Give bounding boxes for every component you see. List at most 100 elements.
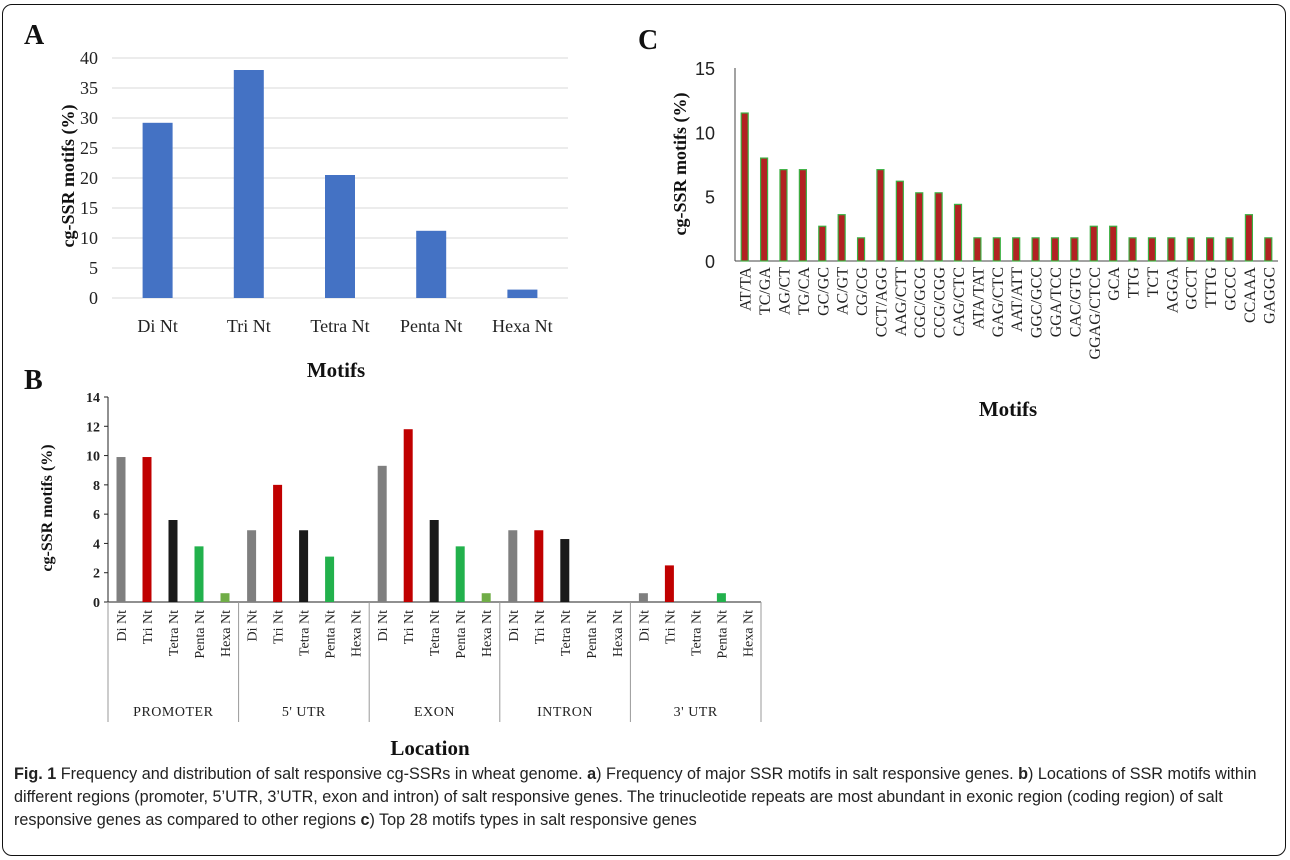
panel-b-bar <box>116 457 126 602</box>
panel-b-bar <box>168 520 178 602</box>
panel-c-bar <box>876 169 885 262</box>
panel-b-ytick: 0 <box>93 596 100 611</box>
panel-c-bar <box>1128 237 1137 262</box>
panel-c-bar <box>1089 225 1098 262</box>
panel-c-bar <box>740 112 749 262</box>
panel-c-xtick: TC/GA <box>757 267 774 315</box>
caption-a-text: ) Frequency of major SSR motifs in salt … <box>596 765 1019 783</box>
panel-a-xtick: Tetra Nt <box>310 316 369 336</box>
panel-b-xtick: Tri Nt <box>663 610 678 644</box>
panel-b-xtick: Tetra Nt <box>298 610 313 656</box>
panel-c-ytick: 5 <box>705 188 715 208</box>
panel-a-ytick: 20 <box>80 168 98 188</box>
panel-b-bar <box>560 539 570 602</box>
panel-c-xtick: GCA <box>1106 267 1123 301</box>
panel-a-label: A <box>24 20 45 51</box>
panel-c-bar <box>1147 237 1157 262</box>
caption-c-text: ) Top 28 motifs types in salt responsive… <box>369 811 697 829</box>
panel-b-ytick: 8 <box>93 479 100 494</box>
panel-c-bar <box>779 169 788 262</box>
panel-c-bar <box>953 203 963 262</box>
panel-a-xtick: Penta Nt <box>400 316 463 336</box>
panel-c-bar <box>1109 225 1118 262</box>
panel-a-ytick: 5 <box>89 258 98 278</box>
panel-a-xtick: Hexa Nt <box>492 316 552 336</box>
panel-a-xtick: Di Nt <box>137 316 178 336</box>
panel-b-group-label: EXON <box>414 705 455 720</box>
figure-frame <box>2 4 1286 856</box>
panel-c-xtick: CCG/CGG <box>932 267 949 339</box>
panel-a-xlabel: Motifs <box>307 358 365 382</box>
panel-b-xtick: Hexa Nt <box>741 610 756 657</box>
panel-b-xtick: Hexa Nt <box>611 610 626 657</box>
panel-c-xtick: CG/CG <box>854 267 871 316</box>
panel-c-xlabel: Motifs <box>979 397 1037 421</box>
panel-c-ytick: 10 <box>695 123 715 143</box>
panel-b-xtick: Penta Nt <box>585 610 600 659</box>
panel-b-xtick: Hexa Nt <box>219 610 234 657</box>
panel-c-bar <box>1244 214 1254 262</box>
panel-b-xtick: Tri Nt <box>533 610 548 644</box>
panel-b-ytick: 6 <box>93 508 100 523</box>
panel-c-bar <box>895 180 904 262</box>
panel-b-group-label: 5' UTR <box>282 705 326 720</box>
panel-b-xtick: Tri Nt <box>141 610 156 644</box>
panel-c-bar <box>1264 237 1273 262</box>
panel-a-ytick: 15 <box>80 198 98 218</box>
panel-b-bar <box>481 593 491 602</box>
panel-b-xtick: Tetra Nt <box>167 610 182 656</box>
panel-c-xtick: AAG/CTT <box>893 267 910 337</box>
panel-c-xtick: AT/TA <box>738 267 755 311</box>
panel-c-xtick: CCT/AGG <box>873 267 890 338</box>
panel-b-bar <box>325 556 335 602</box>
panel-b-xtick: Di Nt <box>637 610 652 642</box>
panel-c-xtick: TCT <box>1145 267 1162 297</box>
panel-c-xtick: AC/GT <box>835 267 852 315</box>
caption-c-label: c <box>360 811 370 829</box>
panel-c-xtick: GCCT <box>1184 267 1201 310</box>
panel-b-xtick: Tetra Nt <box>559 610 574 656</box>
panel-b-xtick: Penta Nt <box>193 610 208 659</box>
panel-b-bar <box>142 457 152 602</box>
panel-b-xtick: Hexa Nt <box>480 610 495 657</box>
panel-c-xtick: AG/CT <box>776 267 793 315</box>
panel-a-ytick: 35 <box>80 78 98 98</box>
panel-b-xlabel: Location <box>390 736 470 760</box>
panel-b-ytick: 14 <box>86 391 100 406</box>
panel-c-bar <box>973 237 982 262</box>
panel-a-bar <box>507 289 538 298</box>
panel-b-xtick: Hexa Nt <box>350 610 365 657</box>
panel-c-bar <box>1070 237 1079 262</box>
panel-b-xtick: Penta Nt <box>715 610 730 659</box>
panel-b-bar <box>299 530 309 602</box>
panel-c-bar <box>1031 237 1040 262</box>
panel-a-ytick: 30 <box>80 108 98 128</box>
panel-a-bar <box>416 230 447 298</box>
panel-c-label: C <box>638 25 658 56</box>
panel-c-xtick: GAG/CTC <box>990 267 1007 337</box>
panel-b-xtick: Di Nt <box>115 610 130 642</box>
panel-b-group-label: PROMOTER <box>133 705 213 720</box>
panel-b-bar <box>377 465 387 602</box>
panel-c-bar <box>1225 237 1234 262</box>
panel-c-xtick: TG/CA <box>796 267 813 315</box>
panel-c-ytick: 0 <box>705 252 715 272</box>
panel-b-label: B <box>24 365 43 396</box>
panel-c-bar <box>818 225 827 262</box>
panel-b-bar <box>638 593 648 602</box>
panel-c-xtick: CGC/GCG <box>912 267 929 339</box>
caption-a-label: a <box>587 765 597 783</box>
panel-c-xtick: TTG <box>1126 267 1143 299</box>
panel-b-xtick: Penta Nt <box>324 610 339 659</box>
panel-a-xtick: Tri Nt <box>227 316 271 336</box>
panel-c-xtick: GCCC <box>1223 267 1240 311</box>
panel-b-bar <box>508 530 518 602</box>
panel-b-bar <box>403 429 413 602</box>
panel-c-ylabel: cg-SSR motifs (%) <box>670 93 691 236</box>
panel-c-xtick: GC/GC <box>815 267 832 316</box>
panel-c-bar <box>1167 237 1176 262</box>
panel-a-ytick: 0 <box>89 288 98 308</box>
panel-c-xtick: CAC/GTG <box>1067 267 1084 338</box>
